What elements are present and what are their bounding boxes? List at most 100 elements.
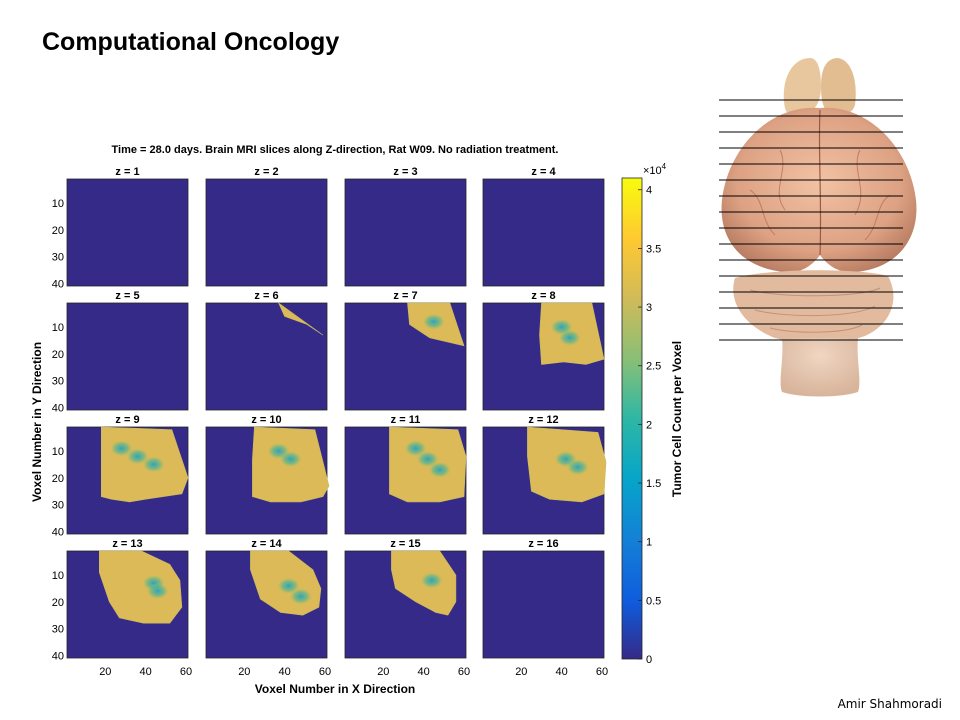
y-tick-label: 30 [52,252,64,264]
panel-title: z = 5 [115,290,139,302]
panel-title: z = 6 [254,290,278,302]
tumor-core [146,583,169,600]
y-tick-label: 10 [52,570,64,582]
x-tick-label: 40 [418,666,430,678]
olfactory-bulb-left [783,58,821,116]
tumor-core [279,451,302,468]
x-tick-label: 40 [279,666,291,678]
panel-title: z = 8 [531,290,555,302]
y-tick-label: 10 [52,198,64,210]
heatmap-panel: z = 11 [344,414,467,535]
heatmap-panel: z = 13 [66,538,189,659]
y-tick-label: 30 [52,376,64,388]
x-tick-label: 60 [596,666,608,678]
x-tick-label: 20 [238,666,250,678]
slide-title: Computational Oncology [42,28,340,56]
x-tick-label: 20 [377,666,389,678]
tumor-core [110,440,133,457]
panel-background [482,178,605,287]
panel-title: z = 3 [393,166,417,178]
cerebellum [733,270,894,344]
panel-title: z = 11 [391,414,421,426]
panel-title: z = 12 [528,414,558,426]
x-tick-label: 60 [458,666,470,678]
heatmap-panel: z = 8 [482,290,605,411]
heatmap-panel: z = 4 [482,166,605,287]
colorbar-tick-label: 2 [646,419,652,431]
heatmap-panel-grid: z = 1 z = 2 z = 3 z = 4 z = 5 z = 6 z = 7 z = 8… [66,166,607,659]
tumor-core [142,456,165,473]
y-tick-label: 20 [52,473,64,485]
tumor-core [422,313,445,330]
heatmap-panel: z = 3 [344,166,467,287]
panel-title: z = 9 [115,414,139,426]
heatmap-panel: z = 1 [66,166,189,287]
heatmap-panel: z = 15 [344,538,467,659]
colorbar-tick-label: 1 [646,537,652,549]
y-tick-label: 30 [52,624,64,636]
panel-title: z = 10 [251,414,281,426]
tumor-core [404,440,427,457]
panel-background [205,302,328,411]
author-credit: Amir Shahmoradi [837,697,942,711]
y-tick-label: 20 [52,225,64,237]
heatmap-panel: z = 6 [205,290,328,411]
y-tick-label: 20 [52,597,64,609]
brain-stem [780,338,860,397]
panel-background [66,302,189,411]
panel-title: z = 7 [393,290,417,302]
x-axis-label: Voxel Number in X Direction [255,682,415,696]
y-tick-label: 30 [52,500,64,512]
y-tick-label: 10 [52,322,64,334]
colorbar-tick-label: 2.5 [646,361,661,373]
heatmap-panel: z = 2 [205,166,328,287]
colorbar-tick-label: 1.5 [646,478,661,490]
x-tick-label: 40 [556,666,568,678]
olfactory-bulb-right [821,58,856,116]
colorbar: ×104 0 0.5 1 1.5 2 2.5 3 3.5 4 Tumor Cell Count … [621,162,684,666]
x-tick-label: 20 [99,666,111,678]
colorbar-tick-label: 4 [646,185,652,197]
y-tick-label: 40 [52,526,64,538]
tumor-core [566,459,589,476]
rat-brain-photo-with-slice-lines [719,58,917,397]
colorbar-tick-label: 0.5 [646,595,661,607]
x-tick-label: 40 [140,666,152,678]
y-tick-label: 40 [52,402,64,414]
colorbar-tick-label: 3 [646,302,652,314]
heatmap-panel: z = 10 [205,414,330,535]
colorbar-label: Tumor Cell Count per Voxel [670,341,684,497]
figure-title: Time = 28.0 days. Brain MRI slices along… [112,144,559,156]
axis-tick-labels: 10 20 30 40 10 20 30 40 10 20 30 40 10 20 30 40 20 40 60 20… [52,198,608,678]
tumor-core [558,329,581,346]
colorbar-tick-label: 0 [646,654,652,666]
cerebrum [721,107,917,273]
panel-title: z = 4 [531,166,556,178]
panel-title: z = 13 [112,538,142,550]
heatmap-panel: z = 5 [66,290,189,411]
colorbar-exponent: ×104 [643,162,667,177]
x-tick-label: 60 [319,666,331,678]
x-tick-label: 20 [515,666,527,678]
heatmap-panel: z = 16 [482,538,605,659]
tumor-region [277,302,324,336]
x-tick-label: 60 [180,666,192,678]
tumor-core [416,451,439,468]
panel-background [482,550,605,659]
panel-title: z = 1 [115,166,139,178]
heatmap-panel: z = 14 [205,538,328,659]
tumor-core [420,572,443,589]
panel-title: z = 15 [390,538,420,550]
y-axis-label: Voxel Number in Y Direction [30,342,44,502]
tumor-region [99,550,183,624]
panel-background [205,178,328,287]
heatmap-panel: z = 7 [344,290,467,411]
slice-lines [719,99,903,341]
tumor-core [289,588,312,605]
colorbar-ticks: 0 0.5 1 1.5 2 2.5 3 3.5 4 [638,185,661,666]
heatmap-panel: z = 12 [482,414,607,535]
midline-fissure [818,109,822,256]
panel-background [344,178,467,287]
tumor-core [277,577,300,594]
